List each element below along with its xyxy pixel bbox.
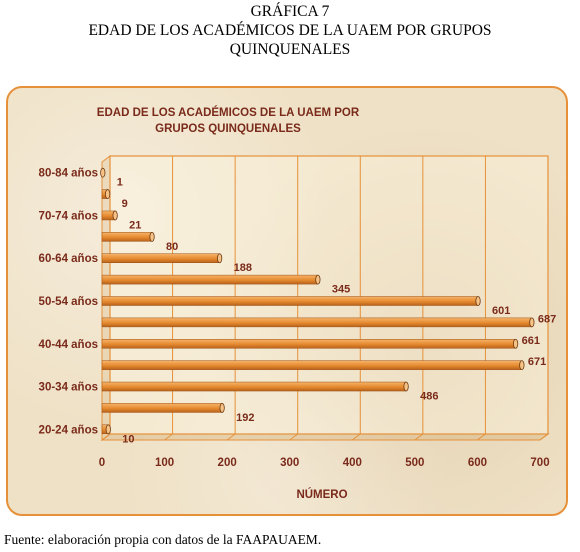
x-tick-label: 500 [405,457,424,469]
source-note: Fuente: elaboración propia con datos de … [4,532,322,547]
plot-back-wall [109,155,549,435]
gridline-floor [101,433,111,441]
figure-title: EDAD DE LOS ACADÉMICOS DE LA UAEM POR GR… [88,22,492,58]
bar [101,403,223,413]
data-label: 9 [122,198,128,210]
bar [101,381,407,392]
bar [101,339,516,349]
bar-cap [403,381,409,392]
y-category-label: 60-64 años [39,253,98,265]
data-label: 345 [332,284,350,296]
y-category-label: 50-54 años [39,296,98,308]
data-label: 687 [538,313,556,325]
bar-cap [100,167,106,178]
bar [101,296,479,306]
chart-panel: EDAD DE LOS ACADÉMICOS DE LA UAEM POR GR… [6,86,568,516]
x-axis-labels: 0 100 200 300 400 500 600 700 [99,457,550,469]
y-axis-labels: 80-84 años 70-74 años 60-64 años 50-54 años… [39,168,98,437]
x-tick-label: 200 [218,457,237,469]
bar-cap [105,189,111,199]
x-tick-label: 400 [343,457,362,469]
x-axis-title: NÚMERO [296,488,347,501]
y-category-label: 40-44 años [39,339,98,351]
y-category-label: 80-84 años [39,168,98,180]
y-category-label: 20-24 años [39,424,98,436]
gridline-floor [289,433,299,441]
bar-cap [112,210,118,221]
gridline-floor [164,433,173,441]
data-label: 486 [420,391,438,403]
bar-cap [105,424,111,435]
figure-label: GRÁFICA 7 [250,3,330,20]
bar [101,232,153,242]
bar-cap [219,403,225,413]
data-label: 80 [166,241,178,253]
bar [101,360,523,370]
gridline-floor [539,433,549,441]
data-label: 10 [122,433,134,445]
bar [101,317,533,328]
y-category-label: 30-34 años [39,382,98,394]
gridline-floor [414,433,424,441]
chart-title: EDAD DE LOS ACADÉMICOS DE LA UAEM POR [97,106,360,119]
bar-cap [529,317,535,328]
bar-chart: EDAD DE LOS ACADÉMICOS DE LA UAEM POR GR… [39,106,557,501]
data-label: 661 [522,335,540,347]
gridline-floor [351,433,361,441]
bar-cap [512,338,519,349]
data-label: 188 [234,262,252,274]
x-tick-label: 0 [99,457,105,469]
bar [101,274,319,285]
bar-cap [217,253,223,264]
data-label: 601 [492,305,510,317]
x-tick-label: 100 [155,457,174,469]
data-label: 21 [129,219,141,231]
bar [101,253,220,263]
data-label: 1 [117,177,123,189]
bar-cap [519,360,525,371]
bar-series: 1 921 80 188 345 601 687 661 671 486 192 10 [100,167,556,445]
bar-cap [475,296,481,306]
gridline-floor [477,433,486,441]
x-tick-label: 600 [468,457,487,469]
data-label: 671 [528,356,546,368]
bar-cap [149,231,155,242]
x-tick-label: 700 [530,457,549,469]
chart-title-line-2: GRUPOS QUINQUENALES [155,123,301,135]
bar-cap [315,274,321,285]
x-tick-label: 300 [280,457,299,469]
data-label: 192 [236,412,254,424]
y-category-label: 70-74 años [39,210,98,222]
gridline-floor [226,433,236,441]
